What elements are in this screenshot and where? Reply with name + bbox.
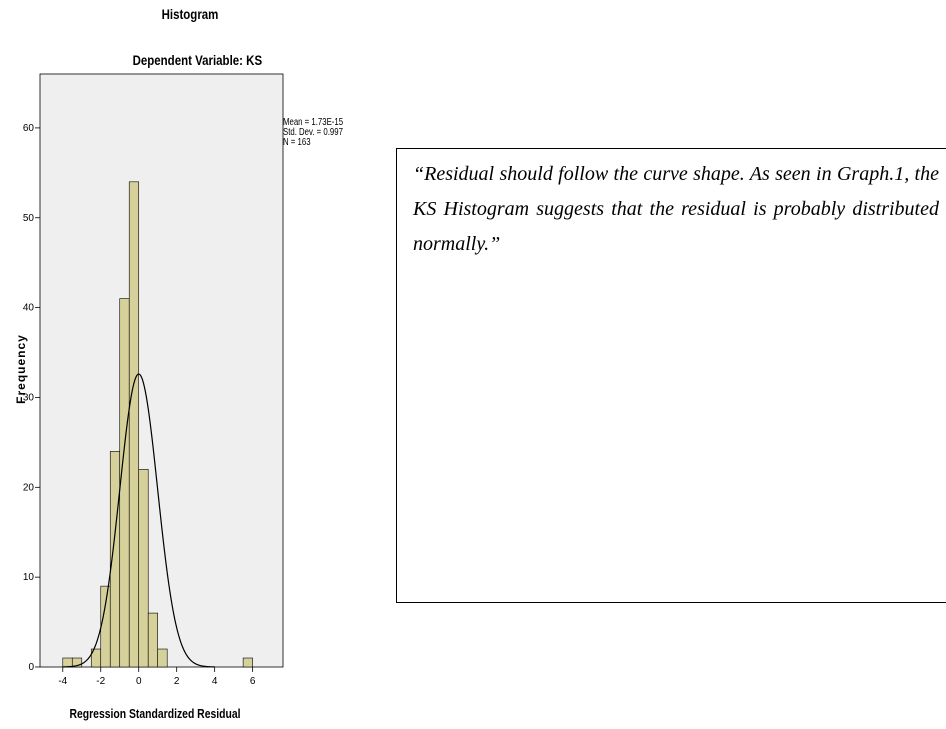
histogram-bar (71, 657, 83, 668)
x-tick-label: 0 (136, 676, 142, 687)
chart-subtitle: Dependent Variable: KS (132, 52, 263, 68)
normal-curve (62, 373, 215, 668)
histogram-bar (157, 648, 168, 668)
x-tick-label: -2 (96, 676, 105, 687)
x-tick-label: 6 (250, 676, 256, 687)
x-axis-label: Regression Standardized Residual (69, 706, 241, 721)
y-tick-label: 20 (23, 482, 35, 493)
x-tick-label: 4 (212, 676, 218, 687)
note-text: “Residual should follow the curve shape.… (413, 163, 939, 255)
x-tick-label: -4 (58, 676, 67, 687)
y-tick-label: 60 (23, 123, 35, 134)
bars-group (62, 181, 253, 668)
note-box: “Residual should follow the curve shape.… (396, 148, 946, 603)
histogram-bar (147, 612, 159, 668)
y-tick-label: 0 (28, 662, 34, 673)
y-tick-label: 50 (23, 213, 35, 224)
y-axis-label: Frequency (14, 334, 28, 404)
histogram-bar (119, 298, 130, 668)
chart-title: Histogram (161, 6, 219, 22)
histogram-bar (128, 181, 140, 668)
histogram-bar (242, 657, 253, 668)
x-tick-label: 2 (174, 676, 180, 687)
y-tick-label: 40 (23, 303, 35, 314)
histogram-bar (138, 469, 149, 668)
y-tick-label: 10 (23, 572, 35, 583)
y-tick-label: 30 (23, 392, 35, 403)
stats-legend: Mean = 1.73E-15 Std. Dev. = 0.997 N = 16… (283, 118, 343, 148)
histogram-bar (62, 657, 73, 668)
stat-std-dev: Std. Dev. = 0.997 (283, 127, 343, 138)
stat-mean: Mean = 1.73E-15 (283, 117, 344, 128)
plot-area (39, 73, 284, 668)
stat-n: N = 163 (283, 137, 311, 148)
histogram-bar (100, 585, 111, 668)
x-axis: -4 -2 0 2 4 6 (58, 667, 256, 687)
y-axis: 0 10 20 30 40 50 60 (23, 123, 40, 673)
histogram-chart: 0 10 20 30 40 50 60 -4 -2 0 2 4 6 (23, 73, 284, 687)
